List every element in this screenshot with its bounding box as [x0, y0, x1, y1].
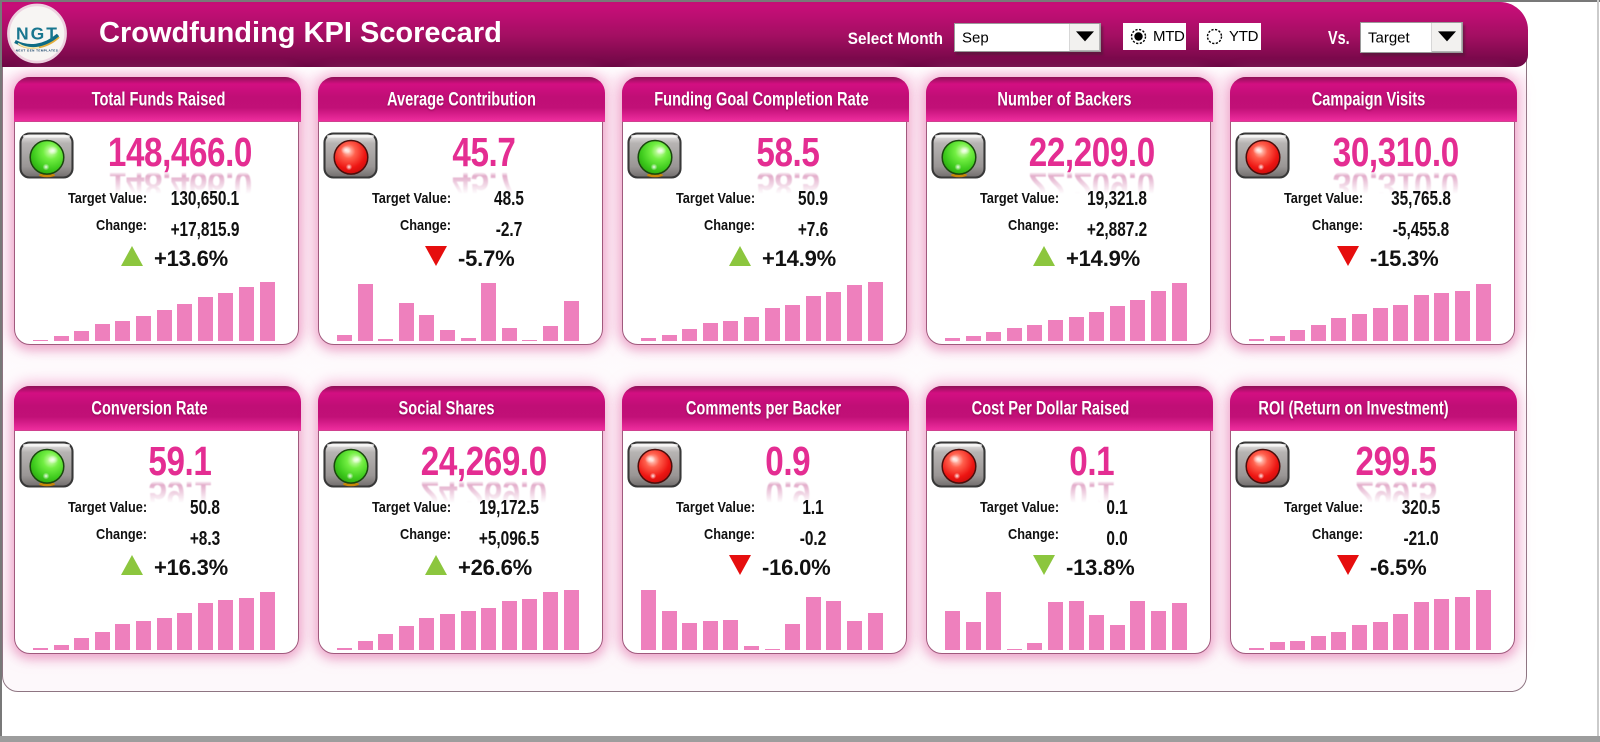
svg-text:NGT: NGT [16, 24, 59, 44]
svg-text:NEXT GEN TEMPLATES: NEXT GEN TEMPLATES [16, 49, 58, 53]
